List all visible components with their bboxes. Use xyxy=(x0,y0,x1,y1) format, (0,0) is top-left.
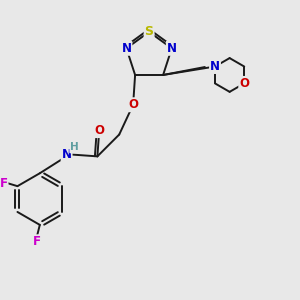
Text: S: S xyxy=(145,26,154,38)
Text: F: F xyxy=(33,235,41,248)
Text: N: N xyxy=(210,60,220,73)
Text: F: F xyxy=(0,177,8,190)
Text: H: H xyxy=(70,142,79,152)
Text: N: N xyxy=(61,148,72,161)
Text: O: O xyxy=(94,124,104,137)
Text: N: N xyxy=(122,42,131,55)
Text: O: O xyxy=(239,77,249,90)
Text: N: N xyxy=(167,42,177,55)
Text: O: O xyxy=(128,98,138,111)
